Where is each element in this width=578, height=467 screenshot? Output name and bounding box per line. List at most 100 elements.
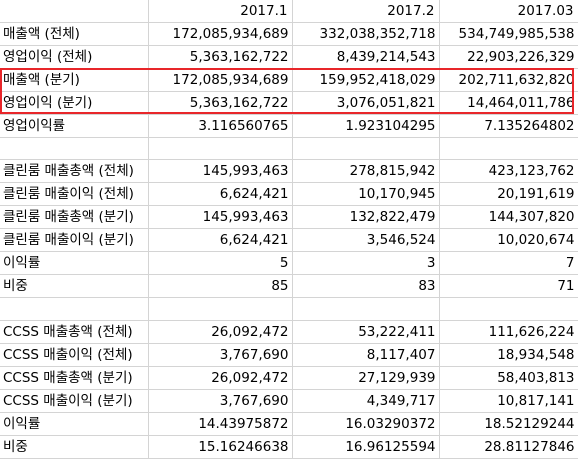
value-cell[interactable]: 14.43975872 bbox=[148, 412, 293, 436]
table-row: CCSS 매출이익 (전체) 3,767,690 8,117,407 18,934,5… bbox=[0, 343, 578, 367]
row-label-cell[interactable]: 영업이익률 bbox=[0, 114, 149, 138]
value-cell[interactable]: 10,817,141 bbox=[439, 389, 578, 413]
value-cell[interactable]: 22,903,226,329 bbox=[439, 45, 578, 69]
value-cell[interactable]: 6,624,421 bbox=[148, 182, 293, 207]
value-cell[interactable]: 3,767,690 bbox=[148, 343, 293, 367]
value-cell[interactable] bbox=[439, 297, 578, 321]
row-label-cell[interactable] bbox=[0, 297, 149, 321]
value-cell[interactable]: 145,993,463 bbox=[148, 205, 293, 230]
row-label-cell[interactable]: 이익률 bbox=[0, 412, 149, 436]
value-cell[interactable]: 172,085,934,689 bbox=[148, 22, 293, 46]
row-label-cell[interactable]: CCSS 매출이익 (전체) bbox=[0, 343, 149, 367]
value-cell[interactable]: 26,092,472 bbox=[148, 366, 293, 390]
value-cell[interactable] bbox=[148, 297, 293, 321]
value-cell[interactable]: 10,020,674 bbox=[439, 228, 578, 253]
header-cell-2017-03[interactable]: 2017.03 bbox=[439, 0, 578, 23]
value-cell[interactable]: 3,076,051,821 bbox=[292, 91, 440, 115]
value-cell[interactable]: 18,934,548 bbox=[439, 343, 578, 367]
row-label-cell[interactable]: 이익률 bbox=[0, 251, 149, 276]
value-cell[interactable]: 111,626,224 bbox=[439, 320, 578, 344]
header-row: 2017.1 2017.2 2017.03 bbox=[0, 0, 578, 23]
row-label-cell[interactable]: 클린룸 매출이익 (분기) bbox=[0, 228, 149, 253]
value-cell[interactable]: 16.03290372 bbox=[292, 412, 440, 436]
row-label-cell[interactable]: 비중 bbox=[0, 274, 149, 299]
value-cell[interactable]: 6,624,421 bbox=[148, 228, 293, 253]
table-row bbox=[0, 137, 578, 161]
value-cell[interactable] bbox=[148, 137, 293, 161]
value-cell[interactable]: 27,129,939 bbox=[292, 366, 440, 390]
table-row: 비중 85 83 71 bbox=[0, 274, 578, 299]
value-cell[interactable] bbox=[439, 137, 578, 161]
table-row: 클린룸 매출이익 (전체) 6,624,421 10,170,945 20,191,6… bbox=[0, 182, 578, 207]
value-cell[interactable]: 14,464,011,786 bbox=[439, 91, 578, 115]
value-cell[interactable]: 3,546,524 bbox=[292, 228, 440, 253]
value-cell[interactable]: 145,993,463 bbox=[148, 159, 293, 184]
value-cell[interactable]: 3 bbox=[292, 251, 440, 276]
value-cell[interactable]: 5 bbox=[148, 251, 293, 276]
value-cell[interactable]: 132,822,479 bbox=[292, 205, 440, 230]
table-row: 비중 15.16246638 16.96125594 28.81127846 bbox=[0, 435, 578, 459]
value-cell[interactable]: 202,711,632,820 bbox=[439, 68, 578, 92]
row-label-cell[interactable]: 클린룸 매출이익 (전체) bbox=[0, 182, 149, 207]
table-row bbox=[0, 297, 578, 321]
value-cell[interactable] bbox=[292, 137, 440, 161]
row-label-cell[interactable]: CCSS 매출총액 (분기) bbox=[0, 366, 149, 390]
value-cell[interactable]: 53,222,411 bbox=[292, 320, 440, 344]
value-cell[interactable]: 5,363,162,722 bbox=[148, 91, 293, 115]
value-cell[interactable]: 85 bbox=[148, 274, 293, 299]
row-label-cell[interactable]: 클린룸 매출총액 (분기) bbox=[0, 205, 149, 230]
value-cell[interactable]: 58,403,813 bbox=[439, 366, 578, 390]
table-row: 클린룸 매출이익 (분기) 6,624,421 3,546,524 10,020,67… bbox=[0, 228, 578, 253]
value-cell[interactable]: 83 bbox=[292, 274, 440, 299]
value-cell[interactable]: 26,092,472 bbox=[148, 320, 293, 344]
header-cell-2017-2[interactable]: 2017.2 bbox=[292, 0, 440, 23]
table-row: 클린룸 매출총액 (분기) 145,993,463 132,822,479 144,3… bbox=[0, 205, 578, 230]
value-cell[interactable]: 3.116560765 bbox=[148, 114, 293, 138]
value-cell[interactable]: 534,749,985,538 bbox=[439, 22, 578, 46]
value-cell[interactable]: 7 bbox=[439, 251, 578, 276]
row-label-cell[interactable]: CCSS 매출총액 (전체) bbox=[0, 320, 149, 344]
value-cell[interactable]: 8,439,214,543 bbox=[292, 45, 440, 69]
row-label-cell[interactable]: CCSS 매출이익 (분기) bbox=[0, 389, 149, 413]
value-cell[interactable]: 1.923104295 bbox=[292, 114, 440, 138]
value-cell[interactable]: 144,307,820 bbox=[439, 205, 578, 230]
value-cell[interactable]: 71 bbox=[439, 274, 578, 299]
value-cell[interactable]: 278,815,942 bbox=[292, 159, 440, 184]
table-row: 매출액 (전체) 172,085,934,689 332,038,352,718 53… bbox=[0, 22, 578, 46]
value-cell[interactable]: 3,767,690 bbox=[148, 389, 293, 413]
value-cell[interactable]: 423,123,762 bbox=[439, 159, 578, 184]
value-cell[interactable]: 332,038,352,718 bbox=[292, 22, 440, 46]
table-row: CCSS 매출이익 (분기) 3,767,690 4,349,717 10,817,1… bbox=[0, 389, 578, 413]
value-cell[interactable]: 10,170,945 bbox=[292, 182, 440, 207]
value-cell[interactable]: 8,117,407 bbox=[292, 343, 440, 367]
value-cell[interactable]: 16.96125594 bbox=[292, 435, 440, 459]
table-row: 매출액 (분기) 172,085,934,689 159,952,418,029 20… bbox=[0, 68, 578, 92]
row-label-cell[interactable]: 매출액 (전체) bbox=[0, 22, 149, 46]
row-label-cell[interactable] bbox=[0, 137, 149, 161]
table-row: CCSS 매출총액 (전체) 26,092,472 53,222,411 111,62… bbox=[0, 320, 578, 344]
row-label-cell[interactable]: 비중 bbox=[0, 435, 149, 459]
header-cell-label[interactable] bbox=[0, 0, 149, 23]
value-cell[interactable]: 18.52129244 bbox=[439, 412, 578, 436]
row-label-cell[interactable]: 영업이익 (전체) bbox=[0, 45, 149, 69]
header-cell-2017-1[interactable]: 2017.1 bbox=[148, 0, 293, 23]
table-row: 클린룸 매출총액 (전체) 145,993,463 278,815,942 423,1… bbox=[0, 159, 578, 184]
row-label-cell[interactable]: 영업이익 (분기) bbox=[0, 91, 149, 115]
value-cell[interactable]: 28.81127846 bbox=[439, 435, 578, 459]
table-row: 이익률 14.43975872 16.03290372 18.52129244 bbox=[0, 412, 578, 436]
value-cell[interactable]: 20,191,619 bbox=[439, 182, 578, 207]
value-cell[interactable]: 159,952,418,029 bbox=[292, 68, 440, 92]
table-row: 영업이익 (분기) 5,363,162,722 3,076,051,821 14,46… bbox=[0, 91, 578, 115]
value-cell[interactable]: 15.16246638 bbox=[148, 435, 293, 459]
value-cell[interactable]: 172,085,934,689 bbox=[148, 68, 293, 92]
row-label-cell[interactable]: 매출액 (분기) bbox=[0, 68, 149, 92]
row-label-cell[interactable]: 클린룸 매출총액 (전체) bbox=[0, 159, 149, 184]
value-cell[interactable]: 5,363,162,722 bbox=[148, 45, 293, 69]
value-cell[interactable]: 4,349,717 bbox=[292, 389, 440, 413]
value-cell[interactable] bbox=[292, 297, 440, 321]
table-row: 영업이익률 3.116560765 1.923104295 7.135264802 bbox=[0, 114, 578, 138]
value-cell[interactable]: 7.135264802 bbox=[439, 114, 578, 138]
table-row: 이익률 5 3 7 bbox=[0, 251, 578, 276]
